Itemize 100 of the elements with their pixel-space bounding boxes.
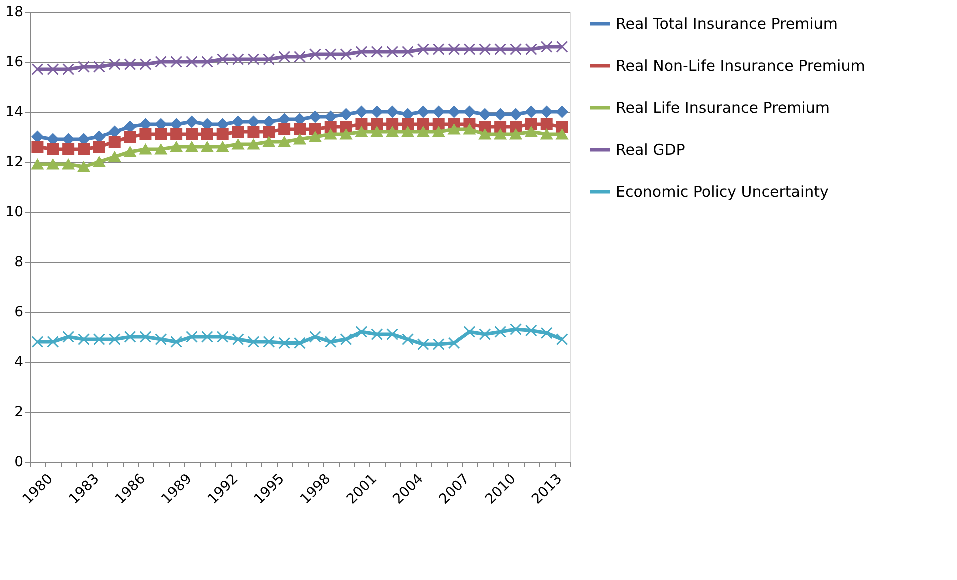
point [155, 144, 168, 155]
point [32, 336, 44, 348]
point [248, 139, 260, 150]
point [248, 54, 260, 66]
point [32, 64, 44, 76]
point [371, 46, 384, 58]
point [479, 328, 492, 340]
point [556, 41, 568, 53]
point [47, 159, 60, 170]
point [248, 126, 260, 138]
point [464, 124, 476, 135]
point [263, 336, 276, 348]
point [216, 54, 229, 66]
point [62, 64, 75, 76]
point [494, 129, 507, 140]
point [124, 58, 136, 70]
point [448, 124, 460, 135]
point [479, 44, 492, 56]
point [432, 106, 445, 118]
point [170, 336, 183, 348]
point [216, 128, 229, 140]
point [232, 334, 244, 346]
point [510, 108, 522, 120]
point [386, 126, 399, 138]
point [62, 331, 75, 343]
point [556, 129, 568, 140]
point [140, 144, 152, 155]
point [371, 126, 384, 138]
point [556, 106, 568, 118]
point [540, 41, 553, 53]
point [170, 56, 183, 68]
y-tick-label: 4 [14, 354, 24, 370]
point [216, 331, 229, 343]
point [356, 46, 368, 58]
point [494, 326, 507, 338]
legend-label: Real Non-Life Insurance Premium [616, 57, 866, 75]
point [108, 136, 121, 148]
point [371, 328, 384, 340]
point [140, 331, 152, 343]
legend-label: Economic Policy Uncertainty [616, 183, 830, 201]
point [448, 44, 460, 56]
point [386, 328, 399, 340]
point [170, 128, 183, 140]
point [278, 124, 291, 136]
point [263, 126, 276, 138]
point [155, 334, 168, 346]
point [186, 56, 198, 68]
point [417, 338, 430, 350]
point [186, 142, 198, 152]
point [47, 64, 60, 76]
point [540, 129, 553, 140]
point [417, 44, 430, 56]
point [510, 129, 522, 140]
point [263, 54, 276, 66]
point [309, 331, 322, 343]
point [155, 56, 168, 68]
point [93, 61, 106, 73]
point [155, 128, 168, 140]
point [479, 129, 492, 140]
point [294, 134, 306, 145]
y-tick-label: 14 [6, 104, 24, 120]
point [62, 144, 75, 156]
point [32, 141, 44, 153]
y-tick-label: 0 [14, 454, 24, 470]
legend-label: Real GDP [616, 141, 686, 159]
point [278, 51, 291, 63]
point [464, 106, 476, 118]
point [324, 121, 337, 133]
point [62, 159, 75, 170]
point [432, 126, 445, 138]
y-tick-label: 6 [14, 304, 24, 320]
point [93, 334, 106, 346]
point [201, 331, 214, 343]
point [448, 106, 460, 118]
point [510, 324, 522, 336]
point [525, 44, 538, 56]
point [432, 338, 445, 350]
point [232, 139, 244, 150]
point [186, 116, 198, 128]
legend-label: Real Total Insurance Premium [616, 15, 838, 33]
point [248, 336, 260, 348]
point [294, 337, 306, 350]
point [464, 44, 476, 56]
point [448, 337, 460, 350]
point [278, 337, 291, 350]
point [417, 118, 430, 130]
point [294, 124, 306, 136]
point [386, 46, 399, 58]
point [32, 159, 44, 170]
point [540, 118, 553, 130]
point [124, 146, 136, 158]
point [340, 334, 352, 346]
point [124, 131, 136, 143]
point [170, 142, 183, 152]
point [356, 326, 368, 338]
legend-label: Real Life Insurance Premium [616, 99, 830, 117]
point [340, 48, 352, 60]
point [510, 121, 522, 133]
point [356, 118, 368, 130]
point [525, 118, 538, 130]
